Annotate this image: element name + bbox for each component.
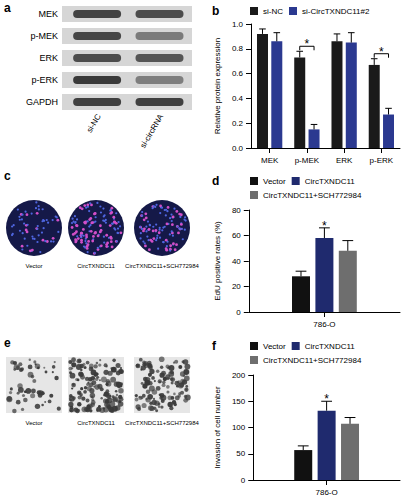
svg-text:0.6: 0.6 [232,69,244,78]
svg-text:Vector: Vector [263,177,286,186]
svg-text:CircTXNDC11+SCH772984: CircTXNDC11+SCH772984 [125,420,199,426]
svg-text:CircTXNDC11: CircTXNDC11 [77,420,115,426]
svg-text:786-O: 786-O [316,488,338,497]
svg-text:a: a [4,1,11,15]
svg-text:GAPDH: GAPDH [26,97,58,107]
svg-text:p-MEK: p-MEK [295,156,320,165]
svg-text:20: 20 [232,282,241,291]
svg-text:50: 50 [236,449,245,458]
svg-text:EdU positive rates (%): EdU positive rates (%) [213,221,222,301]
svg-text:0.8: 0.8 [232,44,244,53]
svg-text:CircTXNDC11: CircTXNDC11 [77,263,115,269]
svg-text:0: 0 [241,476,246,485]
svg-text:CircTXNDC11: CircTXNDC11 [305,177,356,186]
svg-text:200: 200 [232,371,246,380]
svg-text:Relative protein expression: Relative protein expression [213,38,222,135]
svg-text:CircTXNDC11+SCH772984: CircTXNDC11+SCH772984 [263,191,362,200]
svg-text:p-MEK: p-MEK [30,31,58,41]
svg-text:si-NC: si-NC [85,112,103,134]
svg-text:p-ERK: p-ERK [370,156,394,165]
svg-text:0.0: 0.0 [232,144,244,153]
svg-text:100: 100 [232,423,246,432]
svg-text:0: 0 [236,308,241,317]
svg-text:*: * [305,37,310,51]
svg-text:Invasion of cell number: Invasion of cell number [213,386,222,469]
svg-text:MEK: MEK [38,9,58,19]
svg-text:b: b [212,4,219,18]
svg-text:1.0: 1.0 [232,20,244,29]
svg-text:si-CircTXNDC11#2: si-CircTXNDC11#2 [302,7,370,16]
svg-text:Vector: Vector [263,342,286,351]
svg-text:*: * [322,219,327,233]
svg-text:0.4: 0.4 [232,94,244,103]
svg-text:150: 150 [232,397,246,406]
svg-text:Vector: Vector [25,263,42,269]
svg-text:p-ERK: p-ERK [31,75,58,85]
svg-text:CircTXNDC11+SCH772984: CircTXNDC11+SCH772984 [263,356,362,365]
svg-text:si-NC: si-NC [263,7,283,16]
svg-text:CircTXNDC11+SCH772984: CircTXNDC11+SCH772984 [125,263,199,269]
svg-text:60: 60 [232,231,241,240]
svg-text:Vector: Vector [25,420,42,426]
svg-text:e: e [4,336,11,350]
svg-text:si-circRNA: si-circRNA [139,112,166,150]
svg-text:c: c [4,169,11,183]
svg-text:ERK: ERK [39,53,58,63]
svg-text:40: 40 [232,257,241,266]
svg-text:f: f [212,339,217,353]
svg-text:MEK: MEK [261,156,279,165]
svg-text:ERK: ERK [336,156,353,165]
svg-text:CircTXNDC11: CircTXNDC11 [305,342,356,351]
svg-text:*: * [379,45,384,59]
svg-text:80: 80 [232,206,241,215]
svg-text:0.2: 0.2 [232,119,244,128]
svg-text:786-O: 786-O [313,320,335,329]
svg-text:d: d [212,174,219,188]
svg-text:*: * [324,392,329,406]
